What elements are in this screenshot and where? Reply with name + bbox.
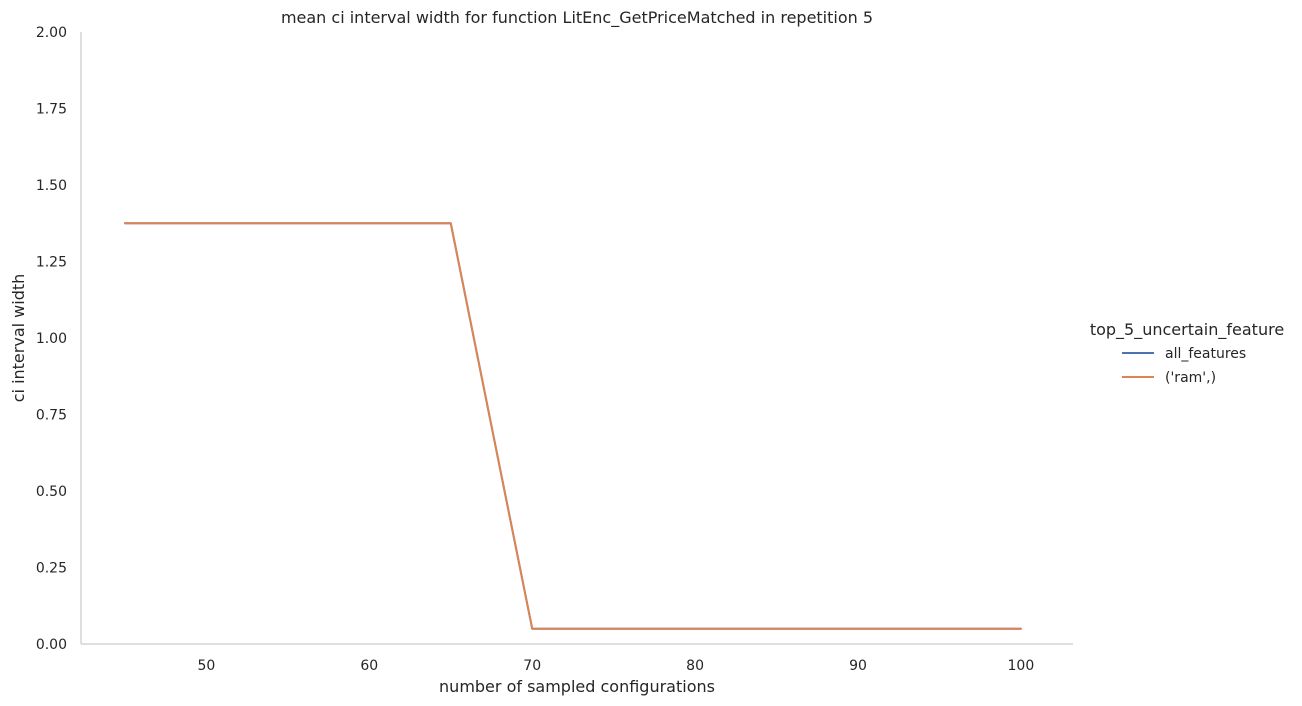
y-axis-label: ci interval width [9,274,28,403]
x-tick-label: 100 [1008,658,1035,674]
legend-items: all_features ('ram',) [1122,346,1246,386]
y-ticks: 0.00 0.25 0.50 0.75 1.00 1.25 1.50 1.75 2.00 [36,25,67,653]
y-tick-label: 1.75 [36,102,67,118]
x-tick-label: 60 [360,658,378,674]
legend: top_5_uncertain_feature all_features ('ra… [1090,320,1284,386]
x-tick-label: 80 [686,658,704,674]
y-tick-label: 1.25 [36,255,67,271]
legend-label: all_features [1165,346,1246,362]
y-tick-label: 0.50 [36,484,67,500]
x-tick-label: 90 [849,658,867,674]
y-tick-label: 1.50 [36,178,67,194]
series-line [123,222,1022,630]
legend-title: top_5_uncertain_feature [1090,320,1284,340]
x-ticks: 50 60 70 80 90 100 [198,658,1035,674]
x-tick-label: 70 [523,658,541,674]
x-tick-label: 50 [198,658,216,674]
y-tick-label: 0.25 [36,561,67,577]
series-layer [123,222,1022,630]
y-tick-label: 1.00 [36,331,67,347]
axes: 0.00 0.25 0.50 0.75 1.00 1.25 1.50 1.75 2.00 50 6… [36,25,1073,674]
y-tick-label: 2.00 [36,25,67,41]
y-tick-label: 0.00 [36,637,67,653]
chart-title: mean ci interval width for function LitE… [281,8,873,28]
legend-label: ('ram',) [1165,370,1216,386]
series-line [123,222,1022,630]
y-tick-label: 0.75 [36,408,67,424]
x-axis-label: number of sampled configurations [439,677,715,696]
